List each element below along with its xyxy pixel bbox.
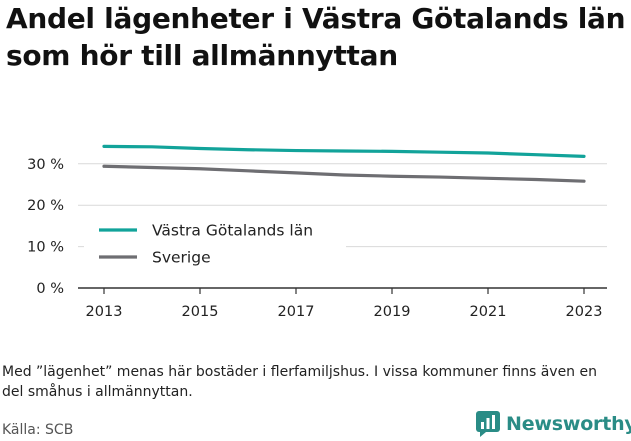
x-tick-label: 2013 xyxy=(86,304,123,320)
x-tick-label: 2021 xyxy=(470,304,507,320)
data-point xyxy=(486,151,489,154)
brand-name: Newsworthy xyxy=(506,413,631,435)
y-tick-label: 20 % xyxy=(27,198,64,214)
data-point xyxy=(150,166,153,169)
data-point xyxy=(390,150,393,153)
y-tick-label: 10 % xyxy=(27,240,64,256)
data-point xyxy=(438,175,441,178)
legend: Västra Götalands län Sverige xyxy=(84,214,346,274)
data-point xyxy=(390,175,393,178)
series-line-0 xyxy=(102,144,586,158)
x-tick-label: 2023 xyxy=(566,304,603,320)
data-point xyxy=(294,149,297,152)
data-point xyxy=(102,145,105,148)
data-point xyxy=(198,167,201,170)
gridlines xyxy=(78,163,607,289)
data-point xyxy=(342,173,345,176)
data-point xyxy=(534,153,537,156)
data-point xyxy=(198,147,201,150)
legend-label: Sverige xyxy=(152,249,211,267)
y-tick-label: 30 % xyxy=(27,157,64,173)
x-axis: 2013 2015 2017 2019 2021 2023 xyxy=(86,288,603,320)
series-lines xyxy=(102,144,586,183)
x-tick-label: 2015 xyxy=(182,304,219,320)
data-point xyxy=(486,177,489,180)
data-point xyxy=(246,148,249,151)
series-line-1 xyxy=(102,164,586,183)
line-chart: 0 % 10 % 20 % 30 % 2013 2015 2017 2019 2021 2023… xyxy=(27,144,607,320)
legend-background xyxy=(84,214,346,274)
data-point xyxy=(534,178,537,181)
x-tick-label: 2019 xyxy=(374,304,411,320)
data-point xyxy=(150,145,153,148)
data-point xyxy=(342,149,345,152)
legend-label: Västra Götalands län xyxy=(152,222,313,240)
data-point xyxy=(438,151,441,154)
chart-note: Med ”lägenhet” menas här bostäder i fler… xyxy=(2,364,597,400)
y-axis-ticks: 0 % 10 % 20 % 30 % xyxy=(27,157,64,297)
y-tick-label: 0 % xyxy=(36,281,64,297)
source-label: Källa: SCB xyxy=(2,422,74,438)
data-point xyxy=(582,155,585,158)
brand-logo: Newsworthy xyxy=(476,407,631,441)
data-point xyxy=(102,165,105,168)
data-point xyxy=(294,171,297,174)
data-point xyxy=(246,169,249,172)
newsworthy-logo-icon xyxy=(476,411,500,437)
data-point xyxy=(582,180,585,183)
chart-title: Andel lägenheter i Västra Götalands län … xyxy=(6,2,626,72)
x-tick-label: 2017 xyxy=(278,304,315,320)
